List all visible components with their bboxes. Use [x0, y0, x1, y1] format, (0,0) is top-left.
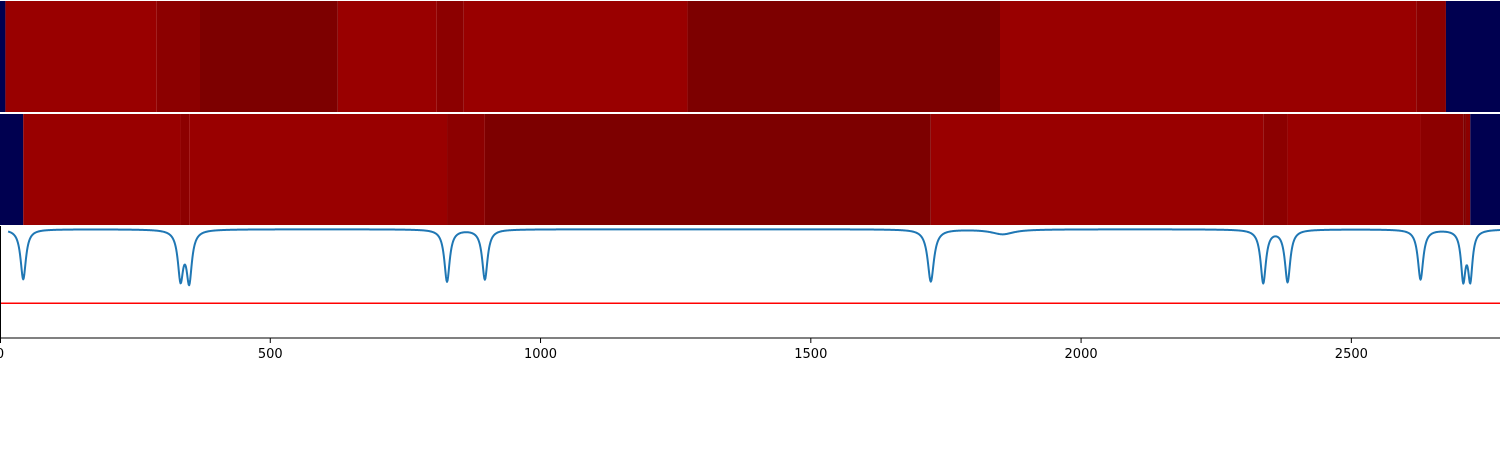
- track-2-segment: [1263, 114, 1288, 225]
- track-2-segment: [447, 114, 485, 225]
- x-tick-label: 1500: [794, 347, 827, 362]
- x-tick-label: 500: [258, 347, 283, 362]
- track-2-segment: [484, 114, 931, 225]
- track-2-segment: [930, 114, 1264, 225]
- x-tick-label: 2000: [1065, 347, 1098, 362]
- track-1-segment: [436, 1, 464, 112]
- track-1-segment: [337, 1, 437, 112]
- track-2-segment: [1287, 114, 1421, 225]
- track-1-segment: [687, 1, 1000, 112]
- track-2-segment: [189, 114, 448, 225]
- x-tick-label: 0: [0, 347, 4, 362]
- track-1-segment: [5, 1, 157, 112]
- x-tick-label: 2500: [1335, 347, 1368, 362]
- boundary-signal-panel: 0 500 1000 1500 2000 2500: [0, 226, 1500, 362]
- track-2-segment: [1470, 114, 1500, 225]
- track-1-segment: [156, 1, 200, 112]
- segmentation-track-2: [0, 114, 1500, 225]
- track-1-segment: [1416, 1, 1446, 112]
- x-axis-ticks: 0 500 1000 1500 2000 2500: [0, 338, 1368, 362]
- track-2-segment: [23, 114, 181, 225]
- track-1-segment: [200, 1, 338, 112]
- boundary-signal-line: [7, 228, 1500, 287]
- track-1-segment: [1000, 1, 1417, 112]
- track-2-segment: [1463, 114, 1466, 225]
- signal-plot-area: [0, 226, 1500, 338]
- track-2-segment: [180, 114, 190, 225]
- track-2-segment: [0, 114, 24, 225]
- track-1-segment: [463, 1, 688, 112]
- track-1-segment: [1445, 1, 1500, 112]
- track-1-segment: [0, 1, 6, 112]
- track-2-segment: [1465, 114, 1471, 225]
- segmentation-track-1: [0, 1, 1500, 112]
- x-tick-label: 1000: [524, 347, 557, 362]
- track-2-segment: [1420, 114, 1464, 225]
